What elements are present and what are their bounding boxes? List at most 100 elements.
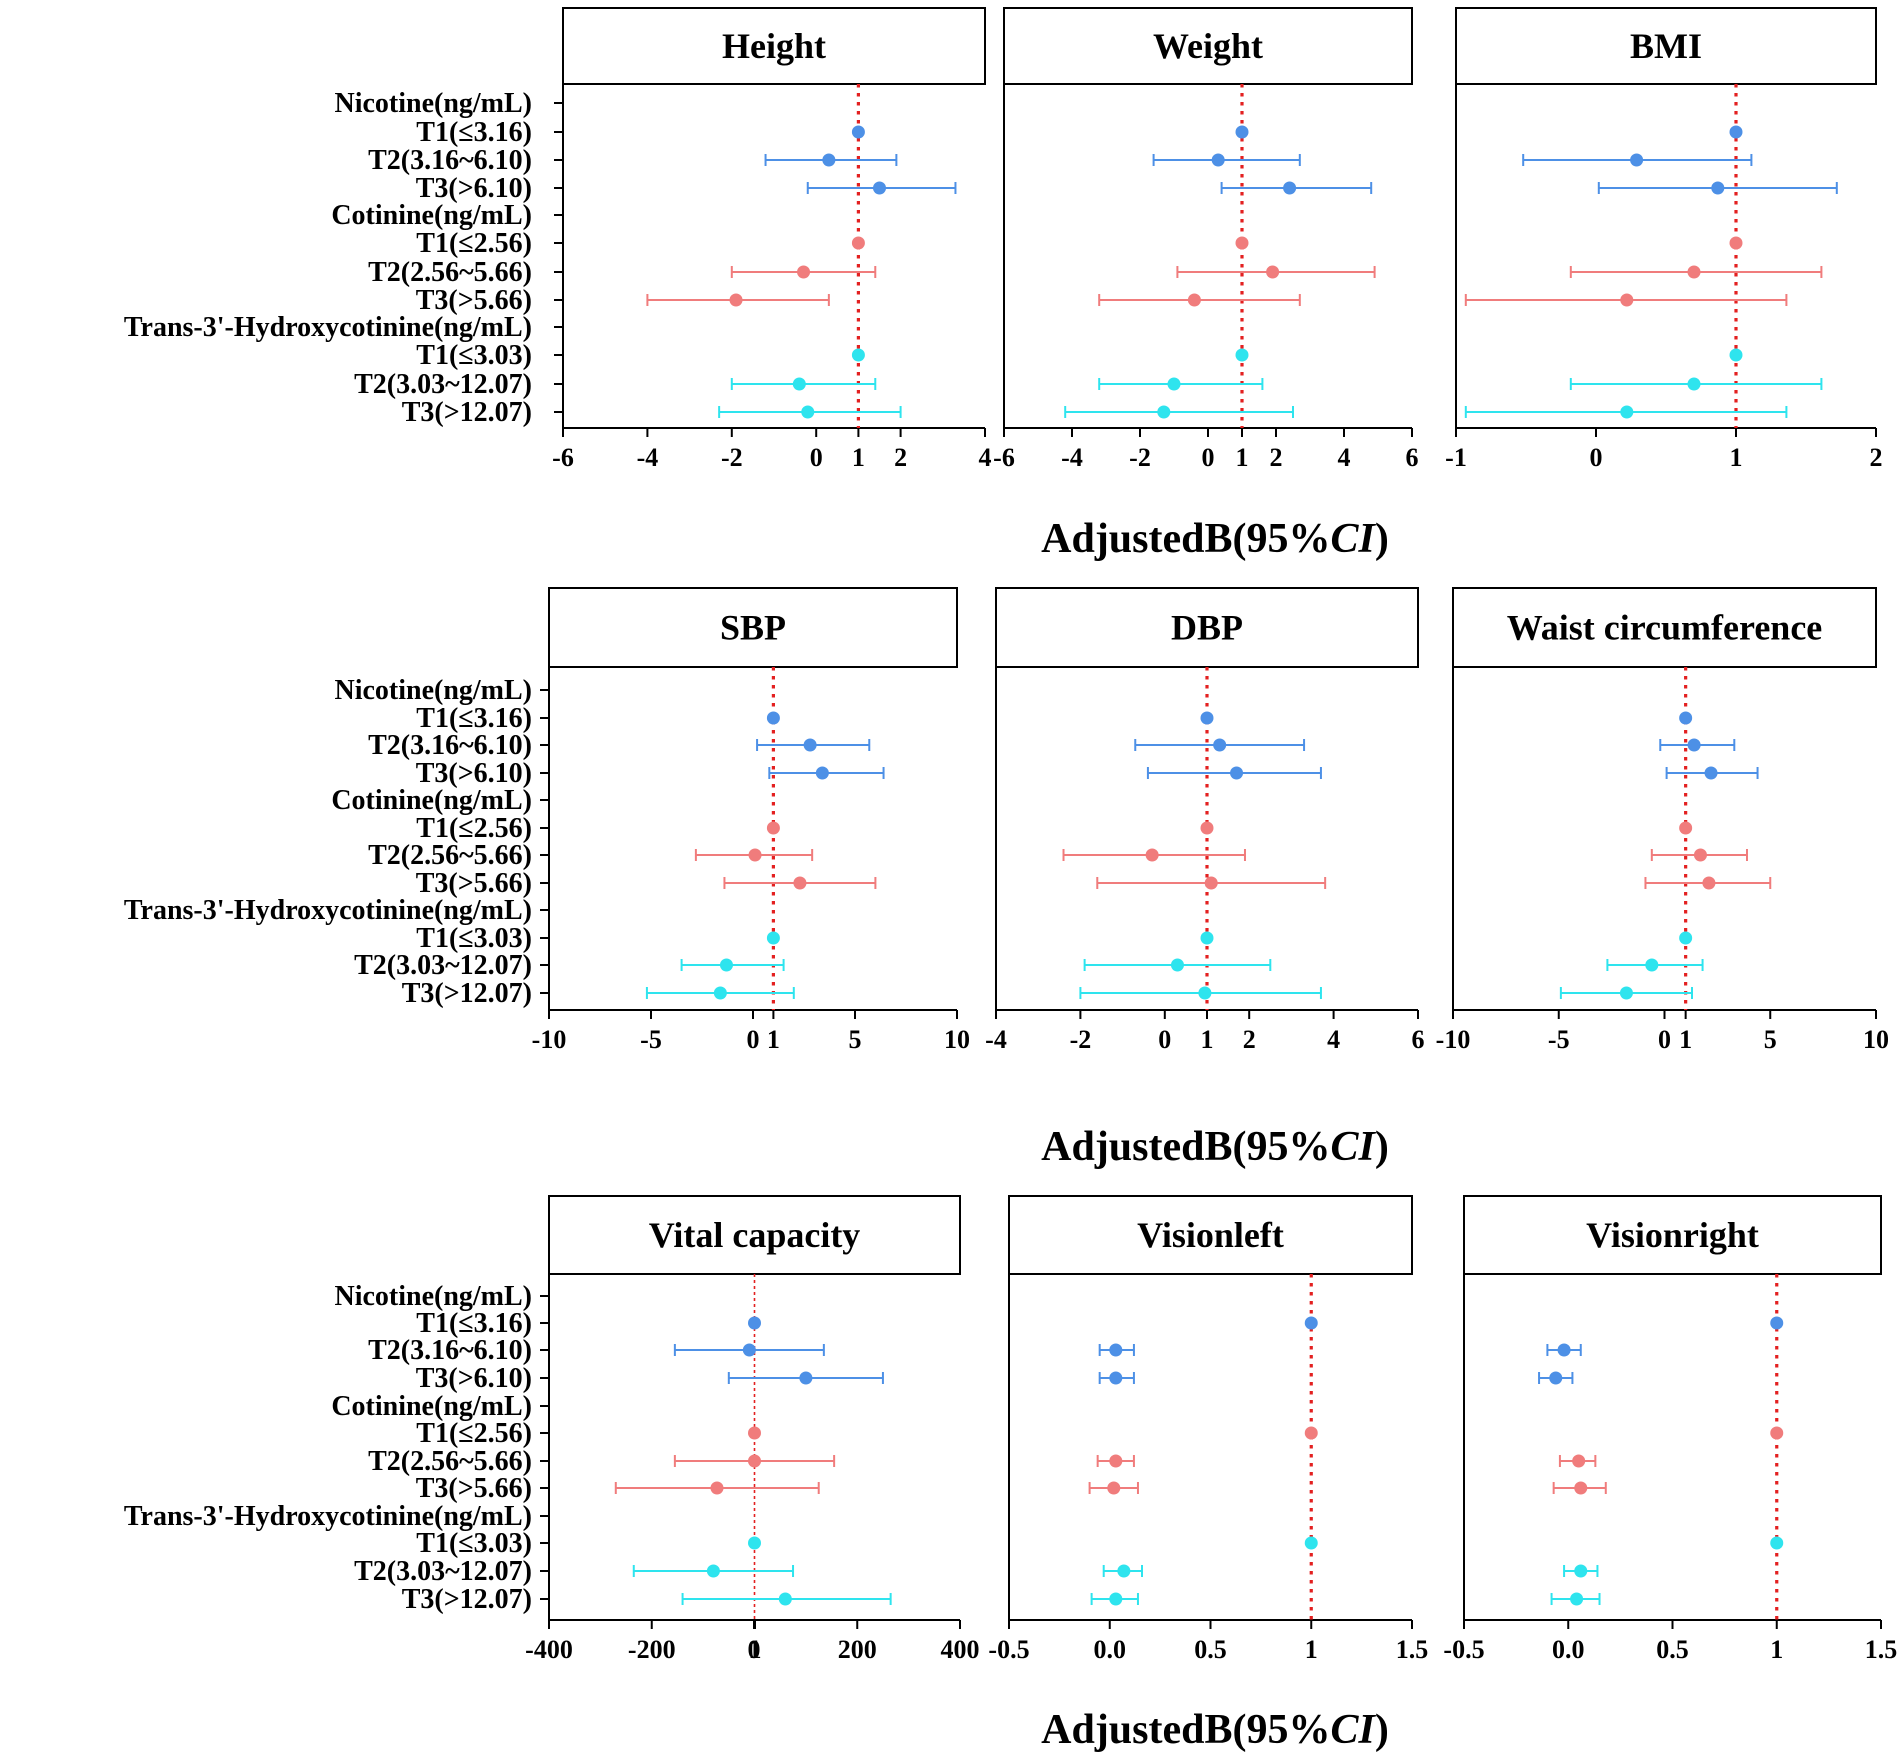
row-label: Nicotine(ng/mL) [334,88,532,119]
row-label: T1(≤3.03) [416,1528,532,1559]
row-label: Trans-3'-Hydroxycotinine(ng/mL) [124,1501,532,1532]
estimate-point [1170,958,1184,972]
row-label: T2(3.16~6.10) [368,1335,532,1366]
x-tick-label: 0 [1658,1025,1671,1054]
estimate-point [1235,125,1249,139]
estimate-point [1198,986,1212,1000]
x-tick-label: -400 [525,1635,573,1664]
estimate-point [1200,711,1214,725]
x-tick-label: -4 [985,1025,1007,1054]
x-axis-label-close: ) [1375,1707,1389,1753]
estimate-point [1619,986,1633,1000]
estimate-point [1704,766,1718,780]
estimate-point [792,377,806,391]
row-label: Cotinine(ng/mL) [331,1391,532,1422]
x-tick-label: 2 [1870,443,1883,472]
panel-header-box [1455,7,1877,85]
panel-header-box [1003,7,1413,85]
row-label: Cotinine(ng/mL) [331,785,532,816]
x-axis-label: AdjustedB(95%CI) [1041,516,1389,562]
row-label: T3(>5.66) [416,868,532,899]
row-label: T1(≤2.56) [416,813,532,844]
panel-title: SBP [720,608,786,648]
estimate-point [1107,1481,1121,1495]
row-label: T2(3.03~12.07) [354,1556,532,1587]
estimate-point [1235,236,1249,250]
x-tick-label: 1 [1730,443,1743,472]
estimate-point [766,821,780,835]
x-axis-label-main: AdjustedB(95% [1041,1124,1330,1170]
row-label: Trans-3'-Hydroxycotinine(ng/mL) [124,895,532,926]
estimate-point [1770,1426,1784,1440]
panel-header-box [1452,587,1877,668]
x-tick-label: -2 [1070,1025,1092,1054]
estimate-point [1574,1481,1588,1495]
estimate-point [1167,377,1181,391]
estimate-point [1109,1343,1123,1357]
estimate-point [1574,1564,1588,1578]
estimate-point [748,1536,761,1550]
estimate-point [801,405,815,419]
row-label: T2(2.56~5.66) [368,1446,532,1477]
estimate-point [713,986,727,1000]
estimate-point [1145,848,1159,862]
x-tick-label: 4 [1327,1025,1340,1054]
row-label: T1(≤3.16) [416,1308,532,1339]
estimate-point [766,931,780,945]
estimate-point [1213,738,1227,752]
estimate-point [815,766,829,780]
estimate-point [1572,1454,1586,1468]
row-label: Cotinine(ng/mL) [331,200,532,231]
estimate-point [1200,821,1214,835]
row-label: T1(≤2.56) [416,1418,532,1449]
x-tick-label: 4 [1338,443,1351,472]
panel-header-box [1008,1195,1413,1275]
estimate-point [1109,1592,1123,1606]
estimate-point [1109,1371,1123,1385]
estimate-point [1304,1316,1318,1330]
estimate-point [1204,876,1218,890]
estimate-point [799,1371,813,1385]
estimate-point [1645,958,1659,972]
estimate-point [766,711,780,725]
estimate-point [748,848,762,862]
panel-title: BMI [1630,26,1702,66]
panel-title: Height [722,26,826,66]
estimate-point [1630,153,1644,167]
x-tick-label: 1.5 [1396,1635,1429,1664]
x-tick-label: 0 [1590,443,1603,472]
estimate-point [1679,821,1693,835]
panel-header-box [562,7,986,85]
row-label: Nicotine(ng/mL) [334,1281,532,1312]
estimate-point [1729,125,1743,139]
estimate-point [1557,1343,1571,1357]
estimate-point [1770,1316,1784,1330]
x-tick-label: 200 [838,1635,877,1664]
estimate-point [1729,236,1743,250]
estimate-point [1711,181,1725,195]
x-axis-label-ci: CI [1331,1124,1377,1170]
row-label: T3(>12.07) [402,1584,532,1615]
x-axis-label-main: AdjustedB(95% [1041,1707,1330,1753]
x-tick-label: 4 [979,443,992,472]
row-label: T3(>6.10) [416,173,532,204]
row-label: T1(≤3.03) [416,923,532,954]
x-tick-label: 5 [849,1025,862,1054]
estimate-point [851,348,865,362]
x-tick-label: 1 [852,443,865,472]
x-tick-label: 2 [894,443,907,472]
estimate-point [1200,931,1214,945]
panel-header-box [1463,1195,1882,1275]
row-label: T2(3.16~6.10) [368,145,532,176]
panel-title: Visionleft [1137,1215,1284,1255]
row-label: T3(>5.66) [416,1473,532,1504]
x-tick-label: 1 [1679,1025,1692,1054]
x-tick-label: 0.5 [1656,1635,1689,1664]
estimate-point [1620,293,1634,307]
estimate-point [719,958,733,972]
estimate-point [710,1481,724,1495]
row-label: Trans-3'-Hydroxycotinine(ng/mL) [124,312,532,343]
x-tick-label: -0.5 [1443,1635,1484,1664]
panel-header-box [548,587,958,668]
estimate-point [851,125,865,139]
